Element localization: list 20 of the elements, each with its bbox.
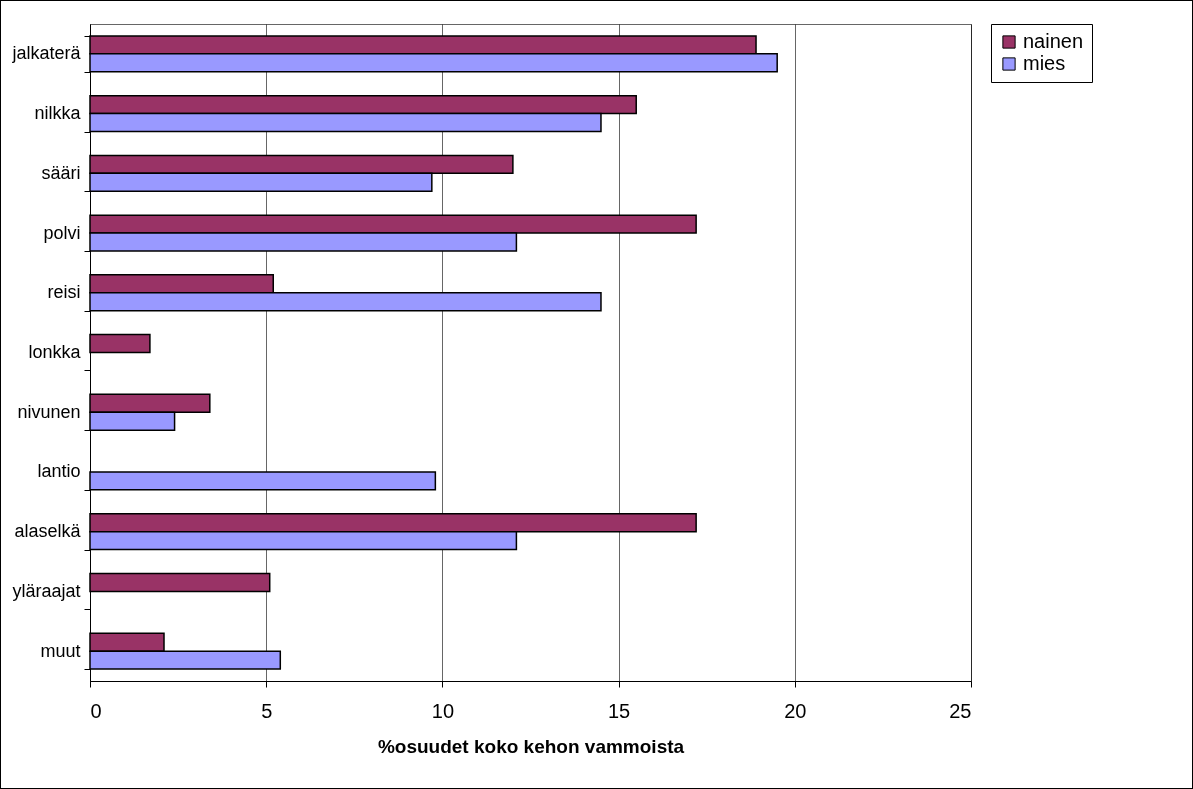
x-axis-title: %osuudet koko kehon vammoista — [377, 735, 685, 757]
y-tick-label: yläraajat — [12, 580, 81, 601]
x-tick-label: 5 — [261, 699, 273, 722]
legend-label: mies — [1023, 52, 1066, 74]
x-tick-label: 10 — [431, 699, 455, 722]
y-tick-label: nivunen — [17, 401, 81, 422]
x-tick-label: 0 — [90, 699, 102, 722]
x-tick-label: 25 — [949, 699, 972, 722]
y-tick-label: jalkaterä — [11, 43, 82, 64]
y-tick-label: reisi — [47, 282, 81, 303]
y-tick-label: lantio — [37, 461, 81, 482]
y-tick-label: muut — [40, 640, 81, 661]
y-tick-label: lonkka — [28, 342, 82, 362]
y-tick-label: nilkka — [34, 103, 82, 124]
y-tick-label: sääri — [41, 162, 81, 183]
legend-label: nainen — [1023, 30, 1084, 52]
y-tick-label: polvi — [43, 222, 81, 243]
x-tick-label: 20 — [784, 699, 807, 722]
y-tick-label: alaselkä — [14, 521, 82, 542]
x-tick-label: 15 — [607, 699, 631, 722]
